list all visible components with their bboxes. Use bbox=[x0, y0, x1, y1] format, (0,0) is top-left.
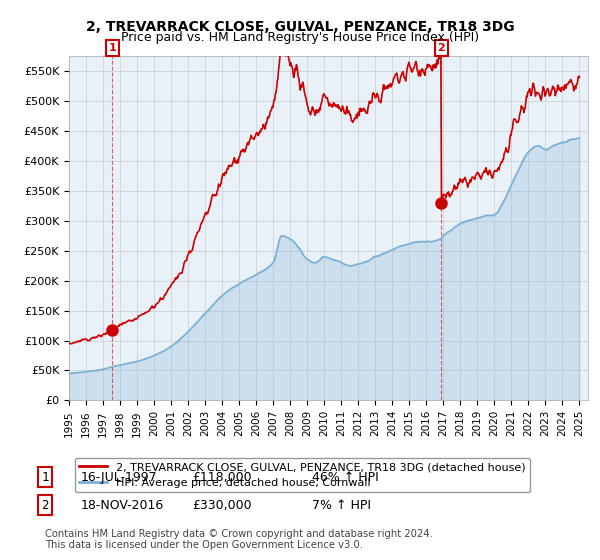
Text: 1: 1 bbox=[41, 470, 49, 484]
Text: Contains HM Land Registry data © Crown copyright and database right 2024.: Contains HM Land Registry data © Crown c… bbox=[45, 529, 433, 539]
Text: £118,000: £118,000 bbox=[192, 470, 251, 484]
Text: 2: 2 bbox=[437, 43, 445, 53]
Text: 2, TREVARRACK CLOSE, GULVAL, PENZANCE, TR18 3DG: 2, TREVARRACK CLOSE, GULVAL, PENZANCE, T… bbox=[86, 20, 514, 34]
Text: This data is licensed under the Open Government Licence v3.0.: This data is licensed under the Open Gov… bbox=[45, 540, 363, 550]
Legend: 2, TREVARRACK CLOSE, GULVAL, PENZANCE, TR18 3DG (detached house), HPI: Average p: 2, TREVARRACK CLOSE, GULVAL, PENZANCE, T… bbox=[74, 458, 530, 492]
Text: 7% ↑ HPI: 7% ↑ HPI bbox=[312, 498, 371, 512]
Text: 16-JUL-1997: 16-JUL-1997 bbox=[81, 470, 158, 484]
Text: 46% ↑ HPI: 46% ↑ HPI bbox=[312, 470, 379, 484]
Text: 2: 2 bbox=[41, 498, 49, 512]
Text: Price paid vs. HM Land Registry's House Price Index (HPI): Price paid vs. HM Land Registry's House … bbox=[121, 31, 479, 44]
Text: 1: 1 bbox=[109, 43, 116, 53]
Text: 18-NOV-2016: 18-NOV-2016 bbox=[81, 498, 164, 512]
Text: £330,000: £330,000 bbox=[192, 498, 251, 512]
